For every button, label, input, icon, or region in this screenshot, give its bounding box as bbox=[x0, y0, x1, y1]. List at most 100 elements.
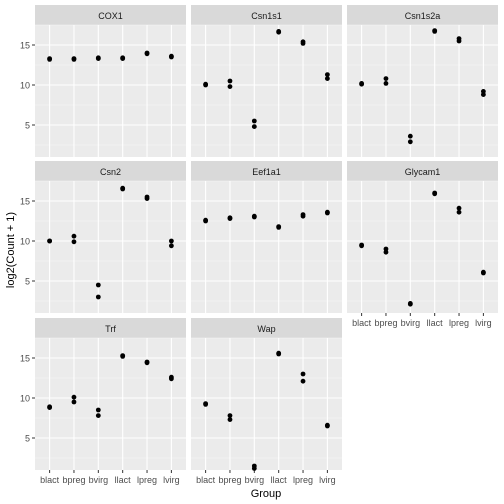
data-point bbox=[300, 41, 306, 46]
y-tick-label: 5 bbox=[25, 277, 30, 287]
facet-panel-wap: Wap blact bpreg bvirg llact lpreg lvirg bbox=[191, 318, 342, 485]
data-point bbox=[407, 139, 413, 145]
y-tick-label: 15 bbox=[20, 354, 30, 364]
y-tick-label: 10 bbox=[20, 237, 30, 247]
x-tick-label: bpreg bbox=[374, 318, 397, 328]
x-tick-label: bvirg bbox=[89, 475, 109, 485]
data-point bbox=[227, 84, 233, 89]
data-point bbox=[383, 81, 389, 86]
facet-panel-csn1s2a: Csn1s2a bbox=[347, 5, 498, 157]
x-tick-label: lvirg bbox=[475, 318, 492, 328]
data-point bbox=[456, 38, 462, 44]
data-point bbox=[227, 78, 233, 84]
x-tick-label: lpreg bbox=[449, 318, 469, 328]
data-point bbox=[203, 81, 209, 87]
facet-panel-csn1s1: Csn1s1 bbox=[191, 5, 342, 157]
data-point bbox=[276, 29, 282, 35]
data-point bbox=[144, 196, 150, 202]
data-point bbox=[480, 92, 486, 97]
y-tick-label: 5 bbox=[25, 121, 30, 131]
data-point bbox=[144, 360, 150, 366]
data-point bbox=[300, 371, 306, 377]
data-point bbox=[227, 413, 233, 418]
panel-background bbox=[191, 181, 342, 313]
panel-background bbox=[347, 181, 498, 313]
x-tick-label: bpreg bbox=[62, 475, 85, 485]
panel-background bbox=[35, 181, 186, 313]
data-point bbox=[71, 57, 77, 62]
data-point bbox=[383, 76, 389, 81]
x-tick-label: lvirg bbox=[319, 475, 336, 485]
data-point bbox=[324, 76, 330, 81]
x-tick-label: llact bbox=[427, 318, 444, 328]
strip-background bbox=[35, 5, 186, 25]
x-tick-label: blact bbox=[40, 475, 60, 485]
facet-panel-eef1a1: Eef1a1 bbox=[191, 161, 342, 313]
strip-label: Csn1s1 bbox=[251, 11, 282, 21]
data-point bbox=[324, 210, 330, 216]
data-point bbox=[71, 394, 77, 400]
data-point bbox=[71, 399, 77, 405]
x-tick-label: lvirg bbox=[163, 475, 180, 485]
data-point bbox=[407, 301, 413, 307]
strip-label: Eef1a1 bbox=[252, 167, 281, 177]
data-point bbox=[480, 270, 486, 276]
panel-background bbox=[191, 25, 342, 157]
x-tick-label: bpreg bbox=[218, 475, 241, 485]
data-point bbox=[95, 407, 101, 413]
facet-panel-csn2: Csn2 5 10 15 bbox=[20, 161, 186, 313]
x-tick-label: bvirg bbox=[245, 475, 265, 485]
x-tick-label: blact bbox=[352, 318, 372, 328]
strip-background bbox=[191, 318, 342, 338]
data-point bbox=[276, 351, 282, 357]
data-point bbox=[120, 354, 126, 359]
data-point bbox=[95, 413, 101, 418]
data-point bbox=[251, 466, 257, 471]
data-point bbox=[251, 124, 257, 129]
data-point bbox=[71, 233, 77, 239]
data-point bbox=[71, 239, 77, 245]
facet-panel-cox1: COX1 5 10 15 bbox=[20, 5, 186, 157]
data-point bbox=[120, 185, 126, 191]
panel-background bbox=[35, 338, 186, 470]
data-point bbox=[120, 55, 126, 61]
facet-panel-glycam1: Glycam1 blact bpreg bvirg llact lpreg lvirg bbox=[347, 161, 498, 328]
strip-background bbox=[347, 161, 498, 181]
data-point bbox=[324, 72, 330, 77]
data-point bbox=[276, 224, 282, 230]
y-tick-label: 5 bbox=[25, 434, 30, 444]
data-point bbox=[383, 249, 389, 255]
data-point bbox=[95, 282, 101, 288]
x-tick-label: blact bbox=[196, 475, 216, 485]
strip-background bbox=[35, 161, 186, 181]
x-tick-label: llact bbox=[271, 475, 288, 485]
data-point bbox=[95, 56, 101, 61]
data-point bbox=[168, 243, 174, 249]
data-point bbox=[359, 243, 365, 249]
data-point bbox=[47, 405, 53, 410]
data-point bbox=[432, 29, 438, 34]
strip-label: Wap bbox=[257, 324, 275, 334]
data-point bbox=[168, 376, 174, 382]
facet-panels: COX1 5 10 15 Csn1s1 Csn1s2a Csn2 5 10 15 Eef1a1 Gly… bbox=[20, 5, 498, 485]
data-point bbox=[203, 217, 209, 223]
x-tick-label: bvirg bbox=[401, 318, 421, 328]
x-tick-label: lpreg bbox=[137, 475, 157, 485]
y-axis-title: log2(Count + 1) bbox=[5, 212, 17, 288]
data-point bbox=[407, 133, 413, 139]
x-tick-label: lpreg bbox=[293, 475, 313, 485]
y-tick-label: 10 bbox=[20, 81, 30, 91]
data-point bbox=[456, 205, 462, 211]
data-point bbox=[227, 216, 233, 222]
strip-background bbox=[35, 318, 186, 338]
data-point bbox=[95, 294, 101, 300]
x-tick-label: llact bbox=[115, 475, 132, 485]
data-point bbox=[144, 50, 150, 56]
strip-label: Csn2 bbox=[100, 167, 121, 177]
data-point bbox=[300, 213, 306, 219]
strip-label: Trf bbox=[105, 324, 116, 334]
data-point bbox=[203, 402, 209, 407]
panel-background bbox=[35, 25, 186, 157]
strip-background bbox=[191, 161, 342, 181]
data-point bbox=[227, 417, 233, 422]
